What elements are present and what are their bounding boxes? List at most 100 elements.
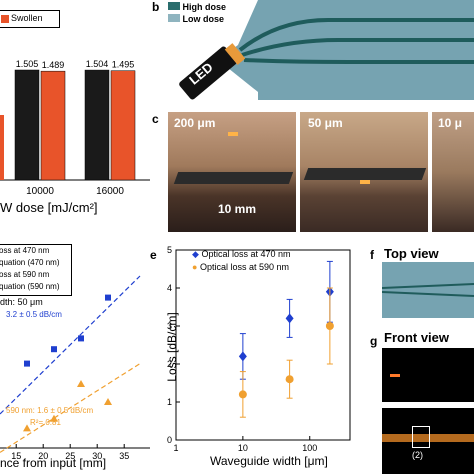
x-tick-label: 16000 [96, 186, 124, 197]
bar [40, 70, 66, 181]
photo-200um: 200 μm 10 mm [168, 112, 296, 232]
bar [110, 70, 136, 181]
glow [360, 180, 370, 184]
photo-50um: 50 μm [300, 112, 428, 232]
glass-slab [173, 172, 294, 184]
legend-box: Swollen [0, 10, 60, 28]
x-tick-label: 100 [302, 443, 317, 453]
legend-swatch-high [168, 2, 180, 10]
r2-label: R²= 0.81 [30, 418, 61, 427]
panel-letter-f: f [370, 248, 374, 262]
photo-label: 10 μ [438, 116, 463, 130]
y-tick-label: 1 [167, 397, 172, 407]
x-tick-label: 10 [238, 443, 248, 453]
data-point-590 [104, 398, 112, 405]
waveguide-2 [241, 38, 474, 57]
data-point-590 [77, 380, 85, 387]
led-body [179, 46, 237, 100]
waveguide-1 [238, 18, 474, 52]
width-label: dth: 50 μm [0, 297, 43, 307]
legend-item-590: ● Optical loss at 590 nm [192, 262, 289, 272]
top-view-title: Top view [384, 246, 439, 261]
marker-label: (2) [412, 450, 423, 460]
glow-spot [390, 374, 400, 377]
legend-item: quation (590 nm) [0, 282, 60, 291]
x-tick-label: 20 [38, 451, 48, 461]
y-tick-label: 0 [167, 435, 172, 445]
x-tick-label: 35 [119, 451, 129, 461]
front-view-image-2: (2) [382, 408, 474, 474]
x-tick-label: 1 [173, 443, 178, 453]
bar [84, 69, 110, 181]
panel-letter-g: g [370, 334, 378, 348]
x-tick-label: 30 [92, 451, 102, 461]
y-tick-label: 5 [167, 245, 172, 255]
legend-item-470: ◆ Optical loss at 470 nm [192, 249, 291, 259]
photo-10um: 10 μ [432, 112, 474, 232]
data-point-470 [285, 313, 294, 324]
x-axis-label: W dose [mJ/cm²] [0, 200, 98, 215]
bar [14, 69, 40, 181]
photo-label: 50 μm [308, 116, 343, 130]
legend-low-dose: Low dose [168, 14, 224, 24]
y-tick-label: 4 [167, 283, 172, 293]
photo-label: 200 μm [174, 116, 216, 130]
fit-470-label: 3.2 ± 0.5 dB/cm [6, 310, 62, 319]
data-point-470 [51, 346, 57, 353]
data-point-590 [238, 390, 247, 399]
legend-label: Swollen [11, 13, 43, 23]
plot-frame [175, 249, 351, 441]
bar-value-label: 1.504 [86, 59, 109, 69]
data-point-590 [285, 375, 294, 384]
waveguide-3 [243, 58, 474, 64]
highlight-box [412, 426, 430, 448]
glass-slab [303, 168, 427, 180]
bar-value-label: 1.505 [16, 59, 39, 69]
legend-label: Optical loss at 470 nm [201, 249, 291, 259]
y-tick-label: 2 [167, 359, 172, 369]
legend-label: Optical loss at 590 nm [199, 262, 289, 272]
glow-band [382, 434, 474, 442]
front-view-title: Front view [384, 330, 450, 345]
data-point-470 [238, 351, 247, 362]
data-point-470 [105, 294, 111, 301]
bar-cropped [0, 115, 4, 180]
data-point-470 [78, 335, 84, 342]
legend-item: quation (470 nm) [0, 258, 60, 267]
y-tick-label: 3 [167, 321, 172, 331]
led-tip [224, 43, 246, 65]
fit-590-label: 590 nm: 1.6 ± 0.5 dB/cm [6, 406, 94, 415]
top-view-image [382, 262, 474, 318]
panel-letter-b: b [152, 0, 160, 14]
panel-e: 0 1 2 3 4 5 1 10 100 ◆ Optical loss at 470 nm ● … [150, 240, 360, 474]
x-tick-label: 25 [65, 451, 75, 461]
bar-value-label: 1.495 [112, 60, 135, 70]
panel-b: LED High dose Low dose [158, 0, 474, 108]
data-point-590 [23, 424, 31, 432]
top-view-waveguides [382, 283, 474, 297]
substrate-shape [218, 0, 474, 100]
x-tick-label: 10000 [26, 186, 54, 197]
legend: ◆ Optical loss at 470 nm ● Optical loss … [192, 248, 290, 274]
panel-letter-c: c [152, 112, 159, 126]
waveguide-schematic [179, 0, 474, 100]
front-view-image-1 [382, 348, 474, 402]
loss-vs-distance-chart: 15 20 25 30 35 [0, 275, 150, 461]
glow [228, 132, 238, 136]
data-point-470 [24, 360, 30, 367]
legend-swatch-low [168, 14, 180, 22]
y-axis-label: Loss [dB/cm] [165, 312, 179, 382]
legend-item: oss at 590 nm [0, 270, 50, 279]
fit-line-590 [0, 363, 141, 453]
data-point-590 [50, 414, 58, 422]
panel-letter-e: e [150, 248, 157, 262]
bar-chart: 1.505 1.489 10000 1.504 1.495 16000 [0, 59, 150, 197]
panel-d: 15 20 25 30 35 oss at 470 nm quation (470 nm… [0, 240, 150, 474]
legend-label-low: Low dose [182, 14, 225, 24]
x-axis-label: nce from input [mm] [0, 456, 107, 470]
data-point-590 [325, 322, 334, 330]
x-axis-label: Waveguide width [μm] [210, 454, 328, 468]
fit-line-470 [0, 275, 141, 415]
x-tick-label: 15 [11, 451, 21, 461]
